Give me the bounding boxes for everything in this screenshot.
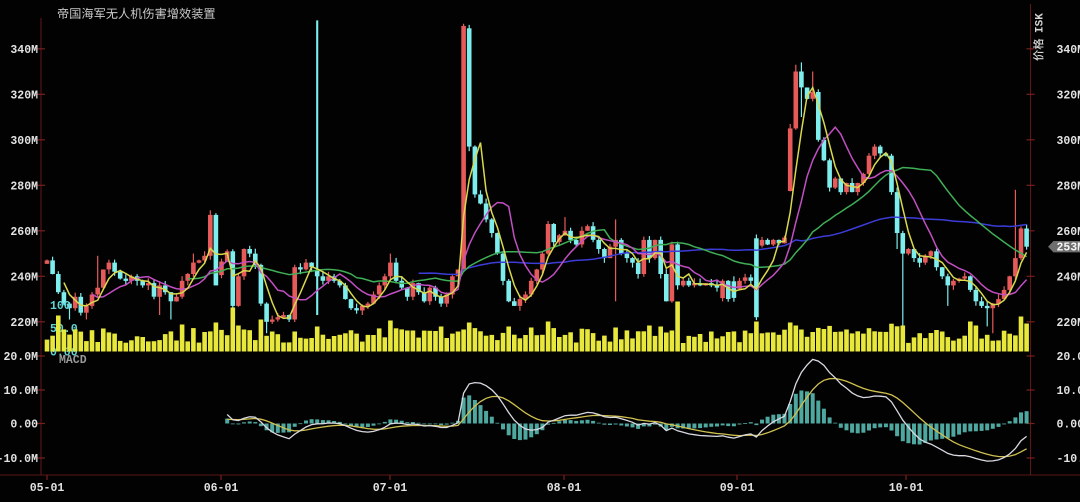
svg-text:08-01: 08-01	[547, 482, 582, 495]
svg-text:240M: 240M	[1057, 271, 1080, 284]
svg-text:280M: 280M	[10, 180, 38, 193]
svg-text:253M: 253M	[1057, 242, 1080, 255]
svg-text:06-01: 06-01	[204, 482, 239, 495]
svg-text:05-01: 05-01	[30, 482, 65, 495]
svg-text:09-01: 09-01	[720, 482, 755, 495]
svg-text:10.0M: 10.0M	[1057, 385, 1080, 398]
svg-text:280M: 280M	[1057, 180, 1080, 193]
svg-text:MACD: MACD	[59, 354, 87, 367]
svg-text:340M: 340M	[10, 44, 38, 57]
svg-text:220M: 220M	[10, 317, 38, 330]
svg-text:-10.0M: -10.0M	[1057, 453, 1080, 466]
svg-text:220M: 220M	[1057, 317, 1080, 330]
svg-text:0.00: 0.00	[1057, 419, 1080, 432]
svg-text:07-01: 07-01	[373, 482, 408, 495]
svg-text:10.0M: 10.0M	[3, 385, 38, 398]
svg-text:ISK: ISK	[1035, 13, 1047, 33]
svg-text:260M: 260M	[1057, 226, 1080, 239]
svg-text:10-01: 10-01	[889, 482, 924, 495]
svg-text:-10.0M: -10.0M	[0, 453, 38, 466]
svg-text:320M: 320M	[10, 89, 38, 102]
svg-text:240M: 240M	[10, 271, 38, 284]
svg-text:300M: 300M	[1057, 135, 1080, 148]
svg-text:300M: 300M	[10, 135, 38, 148]
svg-text:260M: 260M	[10, 226, 38, 239]
svg-text:340M: 340M	[1057, 44, 1080, 57]
svg-text:0.00: 0.00	[10, 419, 38, 432]
svg-text:320M: 320M	[1057, 89, 1080, 102]
svg-text:100: 100	[50, 300, 71, 313]
svg-text:20.0M: 20.0M	[3, 351, 38, 364]
svg-text:20.0M: 20.0M	[1057, 351, 1080, 364]
